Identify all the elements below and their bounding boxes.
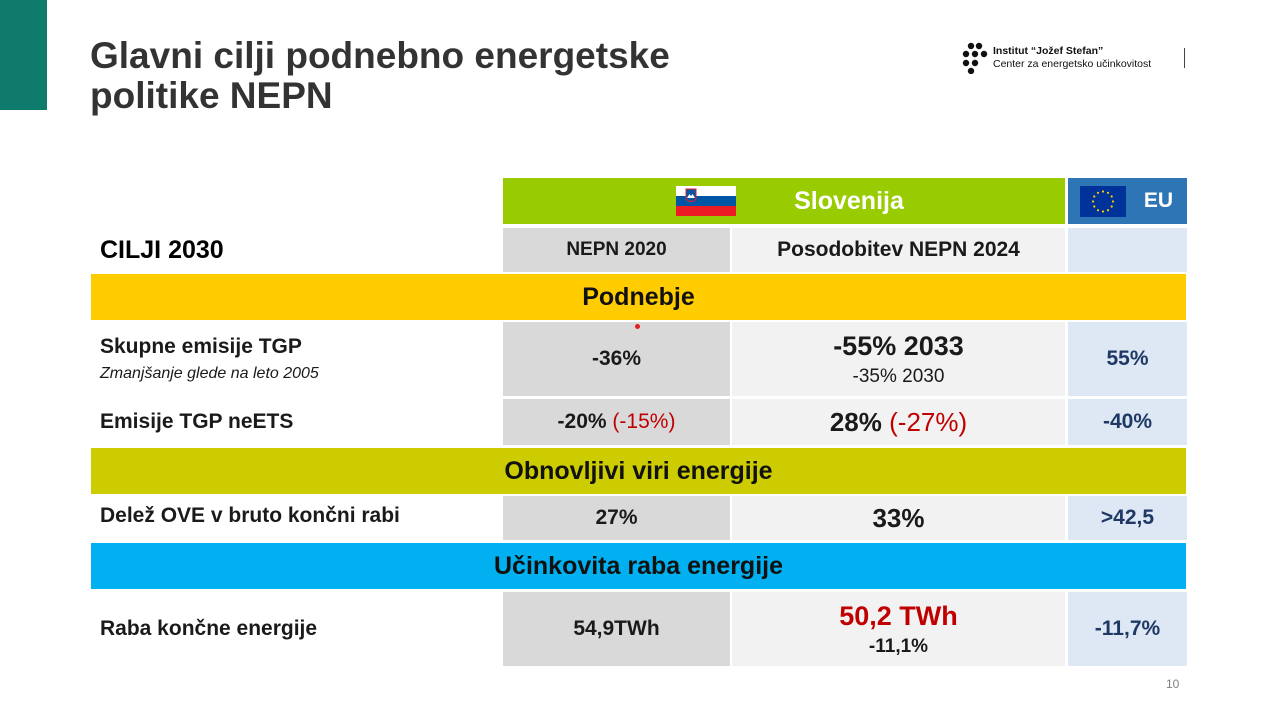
skupne-update-main: -55% 2033 xyxy=(833,330,964,361)
col-header-eu-empty xyxy=(1068,228,1187,272)
row-raba-label: Raba končne energije xyxy=(100,617,318,640)
page-number: 10 xyxy=(1166,677,1180,691)
logo-line-2: Center za energetsko učinkovitost xyxy=(993,58,1152,70)
neets-update-paren: (-27%) xyxy=(889,406,968,437)
col-header-nepn2020: NEPN 2020 xyxy=(503,228,730,272)
ijs-logo: Institut “Jožef Stefan” Center za energe… xyxy=(962,42,1192,74)
row-skupne-label: Skupne emisije TGP Zmanjšanje glede na l… xyxy=(91,322,501,396)
cilji-2030-label: CILJI 2030 xyxy=(100,235,224,264)
red-marker-dot xyxy=(635,324,640,329)
raba-eu: -11,7% xyxy=(1068,592,1187,666)
skupne-update-sub: -35% 2030 xyxy=(852,365,945,387)
section-podnebje: Podnebje xyxy=(91,274,1186,320)
neets-nepn2020-main: -20% xyxy=(557,410,607,433)
skupne-eu: 55% xyxy=(1068,322,1187,396)
section-ucinkovita: Učinkovita raba energije xyxy=(91,543,1186,589)
skupne-sublabel: Zmanjšanje glede na leto 2005 xyxy=(100,365,319,382)
ove-nepn2020: 27% xyxy=(503,496,730,540)
row-neets-label: Emisije TGP neETS xyxy=(100,410,294,433)
logo-text: Institut “Jožef Stefan” Center za energe… xyxy=(993,45,1151,71)
neets-update: 28% (-27%) xyxy=(732,399,1065,445)
logo-line-1: Institut “Jožef Stefan” xyxy=(993,45,1104,57)
ove-update: 33% xyxy=(732,496,1065,540)
skupne-update: -55% 2033 -35% 2030 xyxy=(732,322,1065,396)
raba-nepn2020: 54,9TWh xyxy=(503,592,730,666)
title-line-2: politike NEPN xyxy=(90,75,333,116)
raba-update: 50,2 TWh -11,1% xyxy=(732,592,1065,666)
neets-update-main: 28% xyxy=(829,406,882,437)
title-line-1: Glavni cilji podnebno energetske xyxy=(90,35,670,76)
skupne-nepn2020: -36% xyxy=(503,322,730,396)
slide-title: Glavni cilji podnebno energetske politik… xyxy=(90,36,670,116)
neets-nepn2020: -20% (-15%) xyxy=(503,399,730,445)
skupne-label: Skupne emisije TGP xyxy=(100,335,302,358)
logo-divider xyxy=(1184,48,1185,68)
col-header-posodobitev: Posodobitev NEPN 2024 xyxy=(732,228,1065,272)
eu-label: EU xyxy=(1143,189,1174,212)
ove-eu: >42,5 xyxy=(1068,496,1187,540)
neets-eu: -40% xyxy=(1068,399,1187,445)
raba-update-main: 50,2 TWh xyxy=(839,600,958,631)
slovenia-flag-icon xyxy=(676,186,736,216)
ijs-dots-icon xyxy=(962,42,988,74)
section-obnovljivi: Obnovljivi viri energije xyxy=(91,448,1186,494)
accent-bar xyxy=(0,0,47,110)
neets-nepn2020-paren: (-15%) xyxy=(612,410,676,433)
slovenija-header: Slovenija xyxy=(503,178,1065,224)
raba-update-sub: -11,1% xyxy=(868,635,929,657)
eu-flag-icon xyxy=(1080,186,1126,217)
slovenija-label: Slovenija xyxy=(794,186,904,215)
row-ove-label: Delež OVE v bruto končni rabi xyxy=(100,504,400,527)
